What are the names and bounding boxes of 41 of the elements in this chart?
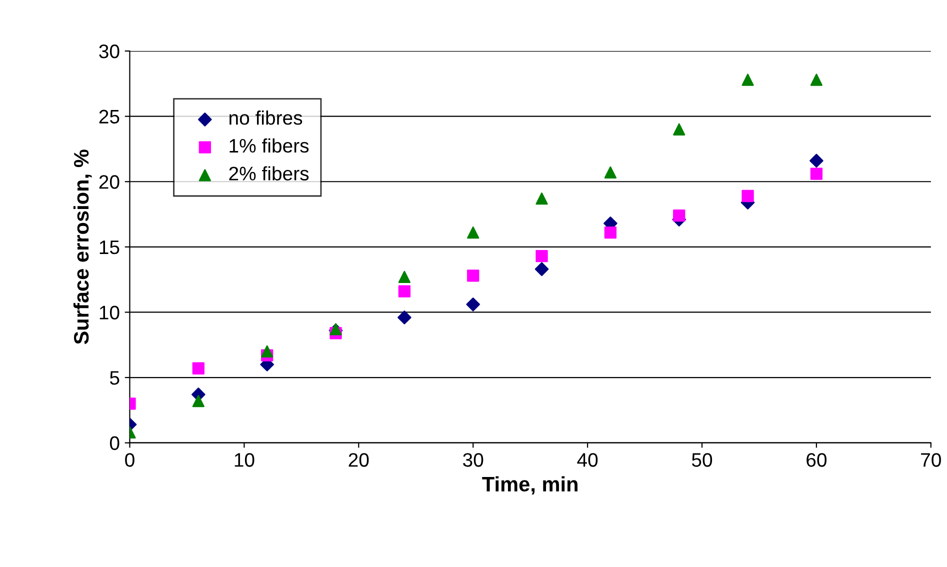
legend-label: 1% fibers	[230, 138, 309, 153]
legend-label: 2% fibers	[229, 166, 309, 180]
x-tick-label: 20	[348, 453, 369, 467]
y-tick-label: 0	[110, 436, 120, 450]
x-tick-label: 50	[692, 453, 712, 467]
point	[534, 262, 549, 276]
point	[810, 154, 824, 168]
x-tick-label: 40	[577, 453, 598, 467]
legend-label: no fibres	[230, 110, 302, 125]
point	[673, 210, 686, 222]
point	[398, 285, 410, 298]
x-axis-title: Time, min	[482, 476, 578, 495]
point	[536, 192, 548, 205]
x-tick-label: 30	[463, 453, 484, 467]
x-tick-label: 70	[921, 453, 941, 467]
point	[192, 394, 204, 408]
y-tick-label: 10	[100, 306, 120, 320]
x-tick-label: 0	[125, 453, 134, 467]
point	[810, 74, 823, 86]
point	[742, 74, 754, 86]
point	[466, 297, 480, 312]
y-tick-label: 20	[99, 175, 120, 189]
point	[192, 362, 204, 374]
point	[810, 168, 823, 180]
point	[467, 270, 480, 282]
y-tick-label: 15	[100, 240, 120, 254]
point	[604, 226, 617, 239]
x-tick-label: 60	[806, 453, 827, 467]
y-tick-label: 5	[110, 371, 120, 385]
point	[398, 270, 410, 284]
point	[536, 250, 548, 262]
point	[742, 190, 754, 202]
point	[467, 226, 480, 239]
point	[398, 310, 412, 324]
x-tick-label: 10	[234, 453, 254, 467]
point	[261, 345, 274, 358]
point	[604, 166, 617, 179]
y-axis-title: Surface errosion, %	[73, 150, 92, 344]
y-tick-label: 30	[99, 44, 120, 58]
y-tick-label: 25	[99, 110, 120, 124]
point	[673, 123, 686, 136]
